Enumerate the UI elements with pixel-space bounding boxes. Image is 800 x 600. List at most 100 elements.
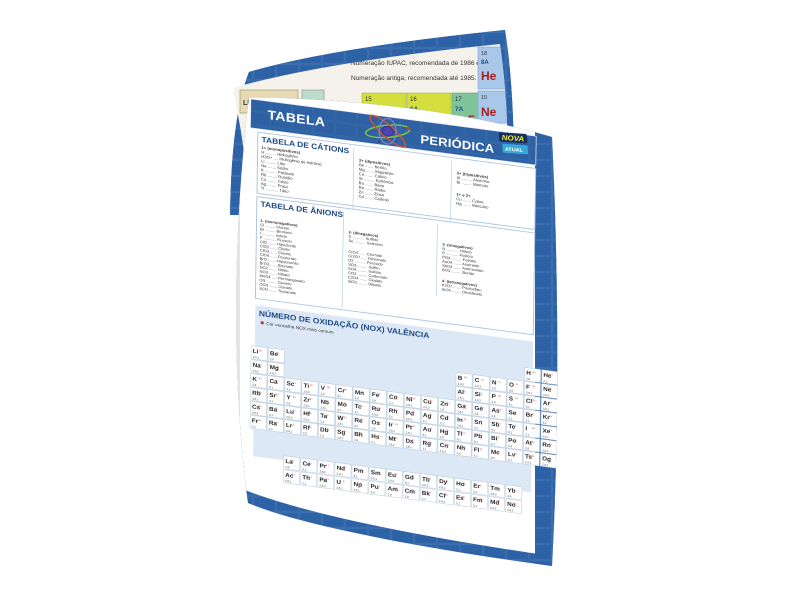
svg-text:1+: 1+ bbox=[428, 490, 432, 494]
svg-text:2,1: 2,1 bbox=[423, 419, 428, 423]
svg-text:1+: 1+ bbox=[259, 363, 263, 367]
svg-text:2-: 2- bbox=[395, 394, 398, 398]
svg-text:2+: 2+ bbox=[447, 401, 451, 405]
svg-text:2,1: 2,1 bbox=[422, 497, 427, 501]
svg-text:2,1: 2,1 bbox=[355, 410, 360, 414]
svg-text:2,8: 2,8 bbox=[440, 407, 445, 411]
svg-text:2-: 2- bbox=[292, 459, 295, 463]
svg-text:2,8: 2,8 bbox=[321, 392, 326, 396]
svg-text:2,1: 2,1 bbox=[302, 481, 307, 485]
svg-text:2,8: 2,8 bbox=[354, 438, 359, 442]
svg-text:1+: 1+ bbox=[378, 420, 382, 424]
svg-text:4+: 4+ bbox=[292, 409, 296, 413]
svg-text:2-: 2- bbox=[480, 433, 483, 437]
svg-text:4+: 4+ bbox=[533, 370, 537, 374]
svg-text:2+: 2+ bbox=[498, 408, 502, 412]
svg-text:4+: 4+ bbox=[531, 440, 535, 444]
svg-text:2,8: 2,8 bbox=[355, 396, 360, 400]
svg-text:Li: Li bbox=[253, 348, 259, 355]
svg-text:F: F bbox=[526, 384, 530, 391]
svg-text:2-: 2- bbox=[361, 390, 364, 394]
svg-text:1-: 1- bbox=[497, 486, 500, 490]
svg-text:2+: 2+ bbox=[344, 401, 348, 405]
svg-text:1+: 1+ bbox=[515, 382, 519, 386]
svg-text:H: H bbox=[526, 370, 531, 377]
svg-text:1+: 1+ bbox=[309, 461, 313, 465]
svg-text:4+: 4+ bbox=[258, 404, 262, 408]
svg-text:1+: 1+ bbox=[309, 475, 313, 479]
svg-text:2,1: 2,1 bbox=[269, 427, 274, 431]
svg-text:2-: 2- bbox=[343, 479, 346, 483]
svg-text:2,8: 2,8 bbox=[457, 451, 462, 455]
svg-text:3+: 3+ bbox=[531, 454, 535, 458]
svg-text:2,8: 2,8 bbox=[372, 398, 377, 402]
svg-text:2+: 2+ bbox=[446, 443, 450, 447]
svg-text:3+: 3+ bbox=[258, 418, 262, 422]
svg-text:2,1: 2,1 bbox=[474, 426, 479, 430]
svg-text:2-: 2- bbox=[275, 406, 278, 410]
svg-text:2,8: 2,8 bbox=[492, 386, 497, 390]
svg-text:2,8: 2,8 bbox=[491, 414, 496, 418]
svg-text:1-: 1- bbox=[515, 410, 518, 414]
svg-text:2,8: 2,8 bbox=[491, 456, 496, 460]
svg-text:2,8: 2,8 bbox=[507, 494, 512, 498]
svg-text:2,1: 2,1 bbox=[252, 424, 257, 428]
svg-text:1+: 1+ bbox=[481, 378, 485, 382]
svg-text:4+: 4+ bbox=[378, 434, 382, 438]
svg-text:1+: 1+ bbox=[464, 403, 468, 407]
svg-text:2-: 2- bbox=[360, 432, 363, 436]
svg-text:8,1: 8,1 bbox=[423, 433, 428, 437]
svg-text:8,1: 8,1 bbox=[508, 430, 513, 434]
svg-text:4+: 4+ bbox=[326, 427, 330, 431]
svg-text:4+: 4+ bbox=[344, 388, 348, 392]
svg-text:2,1: 2,1 bbox=[269, 413, 274, 417]
svg-text:1-: 1- bbox=[480, 483, 483, 487]
svg-text:NOVA: NOVA bbox=[502, 133, 525, 143]
svg-text:1-: 1- bbox=[361, 404, 364, 408]
svg-text:P: P bbox=[492, 393, 496, 400]
svg-text:1-: 1- bbox=[515, 424, 518, 428]
svg-text:2,1: 2,1 bbox=[473, 490, 478, 494]
svg-text:2-: 2- bbox=[412, 438, 415, 442]
svg-text:2,8: 2,8 bbox=[371, 426, 376, 430]
svg-text:2-: 2- bbox=[514, 438, 517, 442]
svg-text:2,8: 2,8 bbox=[509, 388, 514, 392]
svg-text:8,1: 8,1 bbox=[474, 440, 479, 444]
svg-text:2+: 2+ bbox=[395, 408, 399, 412]
svg-text:1+: 1+ bbox=[514, 452, 518, 456]
svg-text:2+: 2+ bbox=[411, 488, 415, 492]
svg-text:He: He bbox=[481, 69, 497, 83]
svg-text:2,1: 2,1 bbox=[456, 487, 461, 491]
svg-text:3+: 3+ bbox=[532, 398, 536, 402]
svg-text:2,1: 2,1 bbox=[491, 442, 496, 446]
svg-text:2+: 2+ bbox=[259, 349, 263, 353]
svg-text:2+: 2+ bbox=[429, 440, 433, 444]
svg-text:3+: 3+ bbox=[310, 383, 314, 387]
svg-text:Tl: Tl bbox=[457, 430, 463, 437]
svg-text:4+: 4+ bbox=[412, 397, 416, 401]
svg-text:2,8: 2,8 bbox=[285, 465, 290, 469]
svg-text:2+: 2+ bbox=[291, 473, 295, 477]
svg-text:1+: 1+ bbox=[548, 456, 552, 460]
svg-text:1+: 1+ bbox=[395, 422, 399, 426]
svg-text:1-: 1- bbox=[463, 431, 466, 435]
svg-text:1-: 1- bbox=[327, 413, 330, 417]
svg-text:K: K bbox=[252, 376, 257, 383]
svg-text:2+: 2+ bbox=[428, 477, 432, 481]
svg-text:8,1: 8,1 bbox=[269, 385, 274, 389]
svg-text:3+: 3+ bbox=[259, 376, 263, 380]
svg-text:2-: 2- bbox=[480, 447, 483, 451]
svg-text:4+: 4+ bbox=[293, 395, 297, 399]
svg-text:4+: 4+ bbox=[395, 436, 399, 440]
svg-text:2-: 2- bbox=[327, 399, 330, 403]
svg-text:1+: 1+ bbox=[293, 381, 297, 385]
svg-text:4+: 4+ bbox=[360, 468, 364, 472]
svg-text:1+: 1+ bbox=[276, 379, 280, 383]
svg-text:8,1: 8,1 bbox=[509, 402, 514, 406]
svg-text:2,8: 2,8 bbox=[286, 401, 291, 405]
svg-text:4+: 4+ bbox=[276, 393, 280, 397]
svg-text:2,1: 2,1 bbox=[422, 447, 427, 451]
svg-text:8,1: 8,1 bbox=[457, 437, 462, 441]
svg-text:15: 15 bbox=[365, 97, 372, 103]
svg-text:2,8: 2,8 bbox=[474, 412, 479, 416]
